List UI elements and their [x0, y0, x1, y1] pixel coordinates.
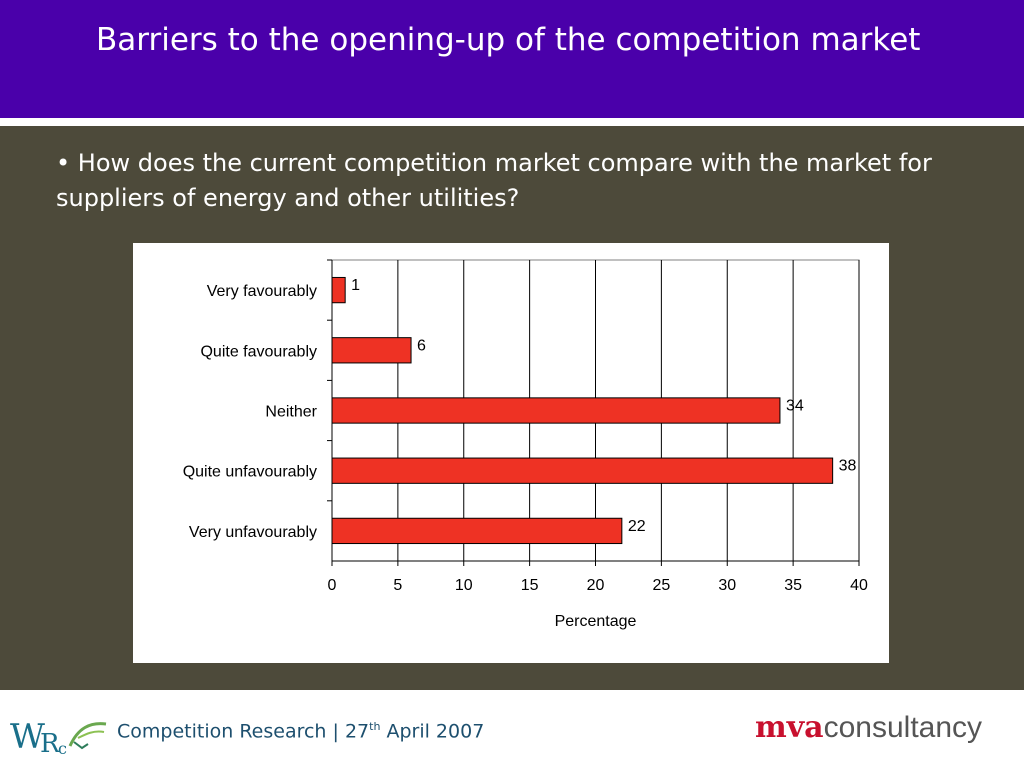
data-label: 34 [786, 398, 804, 415]
category-label: Quite unfavourably [183, 464, 317, 481]
data-label: 22 [628, 518, 646, 535]
x-tick-label: 20 [587, 577, 605, 594]
category-label: Neither [265, 404, 317, 421]
svg-text:c: c [58, 739, 67, 756]
data-label: 6 [417, 337, 426, 354]
mva-consultancy-logo: mvaconsultancy [755, 710, 982, 746]
consultancy-logo-part: consultancy [823, 711, 983, 744]
slide-content: • How does the current competition marke… [0, 126, 1024, 690]
footer-text-before: Competition Research | 27 [117, 720, 370, 743]
x-tick-label: 30 [718, 577, 736, 594]
footer-caption: Competition Research | 27th April 2007 [117, 720, 484, 742]
x-tick-label: 35 [784, 577, 802, 594]
svg-text:W: W [10, 717, 45, 756]
slide-title: Barriers to the opening-up of the compet… [96, 22, 921, 58]
x-tick-label: 10 [455, 577, 473, 594]
x-tick-label: 25 [652, 577, 670, 594]
bar [331, 397, 781, 424]
title-divider [0, 118, 1024, 126]
bar [331, 457, 834, 484]
bar [331, 276, 346, 304]
bar [331, 517, 623, 545]
category-label: Quite favourably [200, 343, 317, 360]
footer-text-after: April 2007 [380, 720, 485, 743]
x-tick-label: 5 [393, 577, 402, 594]
wrc-logo: W R c [10, 717, 107, 756]
x-tick-label: 15 [521, 577, 539, 594]
mva-logo-part: mva [755, 710, 824, 745]
footer-superscript: th [369, 720, 381, 733]
category-label: Very unfavourably [189, 524, 317, 541]
data-label: 38 [839, 458, 857, 475]
svg-text:R: R [40, 729, 61, 756]
category-label: Very favourably [207, 283, 317, 300]
question-bullet: • How does the current competition marke… [56, 149, 932, 212]
bar-chart: 0 5 10 15 20 25 30 35 40 Very favourably 1 Quite fa… [183, 259, 868, 630]
chart-panel: 0 5 10 15 20 25 30 35 40 Very favourably 1 Quite fa… [133, 243, 889, 663]
title-bar: Barriers to the opening-up of the compet… [0, 0, 1024, 118]
bar [331, 337, 412, 364]
footer: W R c Competition Research | 27th April … [0, 690, 1024, 768]
x-tick-label: 0 [328, 577, 337, 594]
data-label: 1 [351, 277, 360, 294]
x-tick-label: 40 [850, 577, 868, 594]
x-axis-title: Percentage [555, 613, 637, 630]
